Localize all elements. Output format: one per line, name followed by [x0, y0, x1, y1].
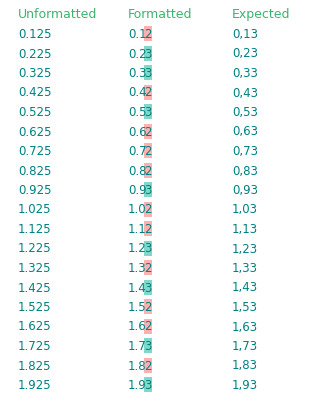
Text: 2: 2: [144, 86, 152, 99]
Text: 1.5: 1.5: [128, 301, 147, 314]
Text: 1,03: 1,03: [232, 204, 258, 217]
Text: 1,53: 1,53: [232, 301, 258, 314]
Text: 2: 2: [144, 301, 152, 314]
Text: 0.3: 0.3: [128, 67, 147, 80]
Text: 3: 3: [144, 106, 152, 119]
Text: 1.4: 1.4: [128, 282, 147, 295]
Text: 0.2: 0.2: [128, 48, 147, 61]
Text: 1,43: 1,43: [232, 282, 258, 295]
Text: 1.3: 1.3: [128, 262, 147, 275]
Text: 1.2: 1.2: [128, 242, 147, 255]
Text: 1,93: 1,93: [232, 379, 258, 392]
Text: 0.725: 0.725: [18, 145, 52, 158]
Text: 1,63: 1,63: [232, 320, 258, 333]
Text: 1.9: 1.9: [128, 379, 147, 392]
Text: 3: 3: [144, 340, 152, 353]
Text: Formatted: Formatted: [128, 8, 192, 21]
Text: 2: 2: [144, 164, 152, 177]
Text: 3: 3: [144, 282, 152, 295]
Text: 1.125: 1.125: [18, 223, 52, 236]
Text: 3: 3: [144, 184, 152, 197]
Text: 1.0: 1.0: [128, 204, 147, 217]
Text: 1,73: 1,73: [232, 340, 258, 353]
Text: 1.1: 1.1: [128, 223, 147, 236]
Text: 2: 2: [144, 28, 152, 41]
Text: 0.9: 0.9: [128, 184, 147, 197]
Text: 0,93: 0,93: [232, 184, 258, 197]
Text: 1,13: 1,13: [232, 223, 258, 236]
Text: 0,63: 0,63: [232, 126, 258, 139]
Text: 1,33: 1,33: [232, 262, 258, 275]
Text: 0.625: 0.625: [18, 126, 52, 139]
Text: 0.225: 0.225: [18, 48, 52, 61]
Text: 0.125: 0.125: [18, 28, 52, 41]
Text: 1.625: 1.625: [18, 320, 52, 333]
Text: 1.825: 1.825: [18, 360, 52, 373]
Text: 1.6: 1.6: [128, 320, 147, 333]
Text: 1,23: 1,23: [232, 242, 258, 255]
Text: 2: 2: [144, 223, 152, 236]
Text: 1.7: 1.7: [128, 340, 147, 353]
Text: 0,53: 0,53: [232, 106, 258, 119]
Text: 1.8: 1.8: [128, 360, 147, 373]
Text: 0,83: 0,83: [232, 164, 258, 177]
Text: 2: 2: [144, 262, 152, 275]
Text: 0.1: 0.1: [128, 28, 147, 41]
Text: 1.425: 1.425: [18, 282, 52, 295]
Text: 1.025: 1.025: [18, 204, 52, 217]
Text: 0.4: 0.4: [128, 86, 147, 99]
Text: 0,33: 0,33: [232, 67, 258, 80]
Text: 0,43: 0,43: [232, 86, 258, 99]
Text: 1.725: 1.725: [18, 340, 52, 353]
Text: 3: 3: [144, 67, 152, 80]
Text: 0.525: 0.525: [18, 106, 52, 119]
Text: 1,83: 1,83: [232, 360, 258, 373]
Text: 0.6: 0.6: [128, 126, 147, 139]
Text: 3: 3: [144, 379, 152, 392]
Text: 1.325: 1.325: [18, 262, 52, 275]
Text: 0.5: 0.5: [128, 106, 147, 119]
Text: 0.325: 0.325: [18, 67, 52, 80]
Text: 1.525: 1.525: [18, 301, 52, 314]
Text: 2: 2: [144, 204, 152, 217]
Text: 0.7: 0.7: [128, 145, 147, 158]
Text: 2: 2: [144, 145, 152, 158]
Text: 2: 2: [144, 360, 152, 373]
Text: 0,73: 0,73: [232, 145, 258, 158]
Text: 0.825: 0.825: [18, 164, 52, 177]
Text: 0.425: 0.425: [18, 86, 52, 99]
Text: 3: 3: [144, 242, 152, 255]
Text: Unformatted: Unformatted: [18, 8, 97, 21]
Text: 1.925: 1.925: [18, 379, 52, 392]
Text: 2: 2: [144, 126, 152, 139]
Text: Expected: Expected: [232, 8, 291, 21]
Text: 2: 2: [144, 320, 152, 333]
Text: 1.225: 1.225: [18, 242, 52, 255]
Text: 0.8: 0.8: [128, 164, 147, 177]
Text: 0,13: 0,13: [232, 28, 258, 41]
Text: 3: 3: [144, 48, 152, 61]
Text: 0,23: 0,23: [232, 48, 258, 61]
Text: 0.925: 0.925: [18, 184, 52, 197]
